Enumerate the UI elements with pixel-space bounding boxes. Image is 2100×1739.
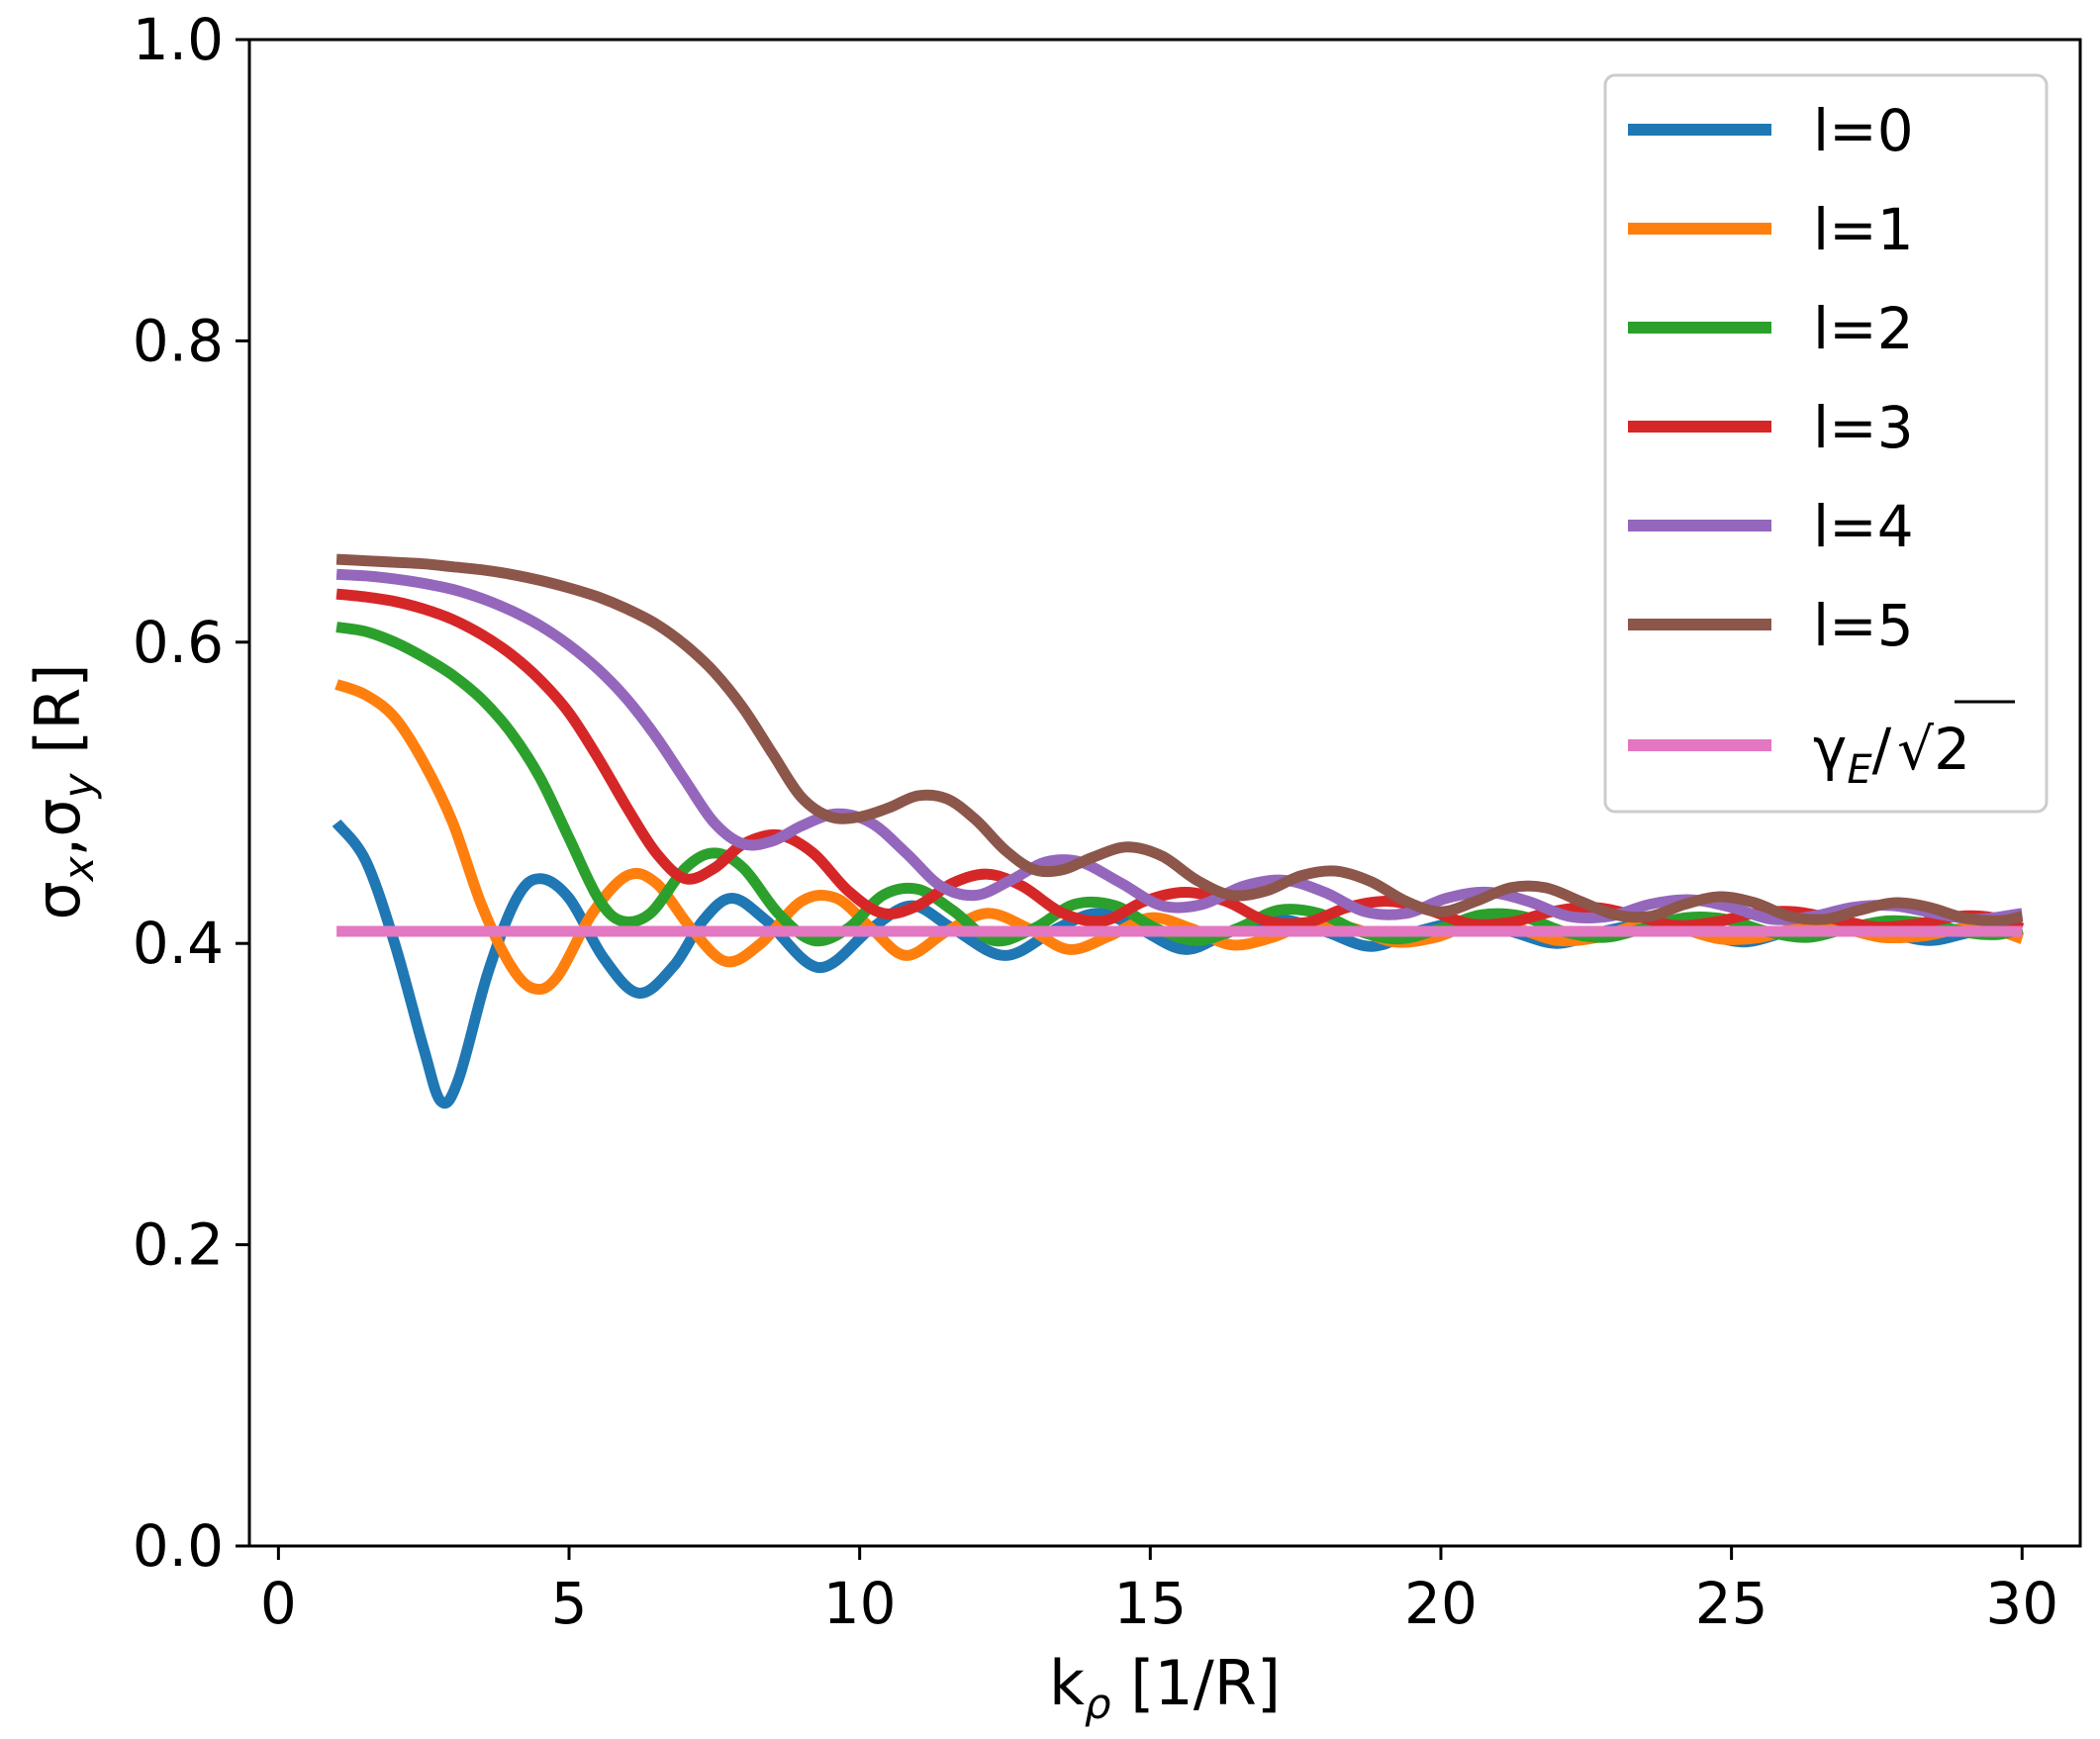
y-axis-label: σx,σy [R] [22, 663, 103, 919]
legend-gamma-base: γ [1813, 716, 1847, 783]
legend-gamma-root: 2 [1934, 716, 1970, 783]
x-axis-label: kρ [1/R] [1049, 1647, 1281, 1728]
legend-label-gamma: γE/√2 [1813, 716, 1970, 793]
sqrt-icon: √ [1897, 716, 1934, 783]
legend-label-0: l=0 [1813, 97, 1914, 164]
legend-gamma-div: / [1872, 716, 1892, 783]
x-tick-label-5: 5 [551, 1570, 588, 1637]
y-axis-label-sigma-y: σ [22, 798, 94, 836]
legend-entries: l=0 l=1 l=2 l=3 l=4 l=5 [1628, 97, 1914, 659]
y-axis-label-unit: [R] [22, 663, 94, 773]
series-line-3 [335, 588, 2025, 934]
x-axis-label-unit: [1/R] [1111, 1647, 1282, 1719]
y-axis-label-sub-x: x [54, 855, 103, 883]
x-tick-label-15: 15 [1113, 1570, 1187, 1637]
x-axis-label-base: k [1049, 1647, 1085, 1719]
series-line-1 [334, 679, 2025, 995]
y-tick-label-0.8: 0.8 [133, 307, 224, 374]
x-tick-label-10: 10 [823, 1570, 897, 1637]
y-tick-label-0.6: 0.6 [133, 609, 224, 676]
y-axis-ticks: 0.0 0.2 0.4 0.6 0.8 1.0 [133, 6, 249, 1580]
y-axis-label-sep: , [22, 837, 94, 857]
legend-label-4: l=4 [1813, 493, 1914, 560]
series-line-5 [335, 553, 2024, 926]
x-axis-label-sub: ρ [1085, 1680, 1111, 1728]
x-tick-label-20: 20 [1404, 1570, 1478, 1637]
y-axis-label-sub-y: y [54, 772, 103, 800]
plot-area [247, 38, 2082, 1548]
y-axis-label-sigma-x: σ [22, 881, 94, 919]
legend-label-1: l=1 [1813, 196, 1914, 263]
legend-label-3: l=3 [1813, 394, 1914, 461]
legend-gamma-sub: E [1847, 747, 1872, 793]
x-tick-label-0: 0 [260, 1570, 297, 1637]
y-tick-label-0.4: 0.4 [133, 910, 224, 977]
x-tick-label-30: 30 [1985, 1570, 2058, 1637]
legend-label-2: l=2 [1813, 295, 1914, 362]
y-tick-label-0.0: 0.0 [133, 1512, 224, 1580]
legend: l=0 l=1 l=2 l=3 l=4 l=5 γE/√2 [1603, 73, 2049, 814]
y-tick-label-0.2: 0.2 [133, 1211, 224, 1279]
x-axis-ticks: 0 5 10 15 20 25 30 [260, 1546, 2058, 1637]
y-tick-label-1.0: 1.0 [133, 6, 224, 73]
series-group [332, 553, 2025, 1110]
legend-label-5: l=5 [1813, 592, 1914, 659]
x-tick-label-25: 25 [1695, 1570, 1768, 1637]
